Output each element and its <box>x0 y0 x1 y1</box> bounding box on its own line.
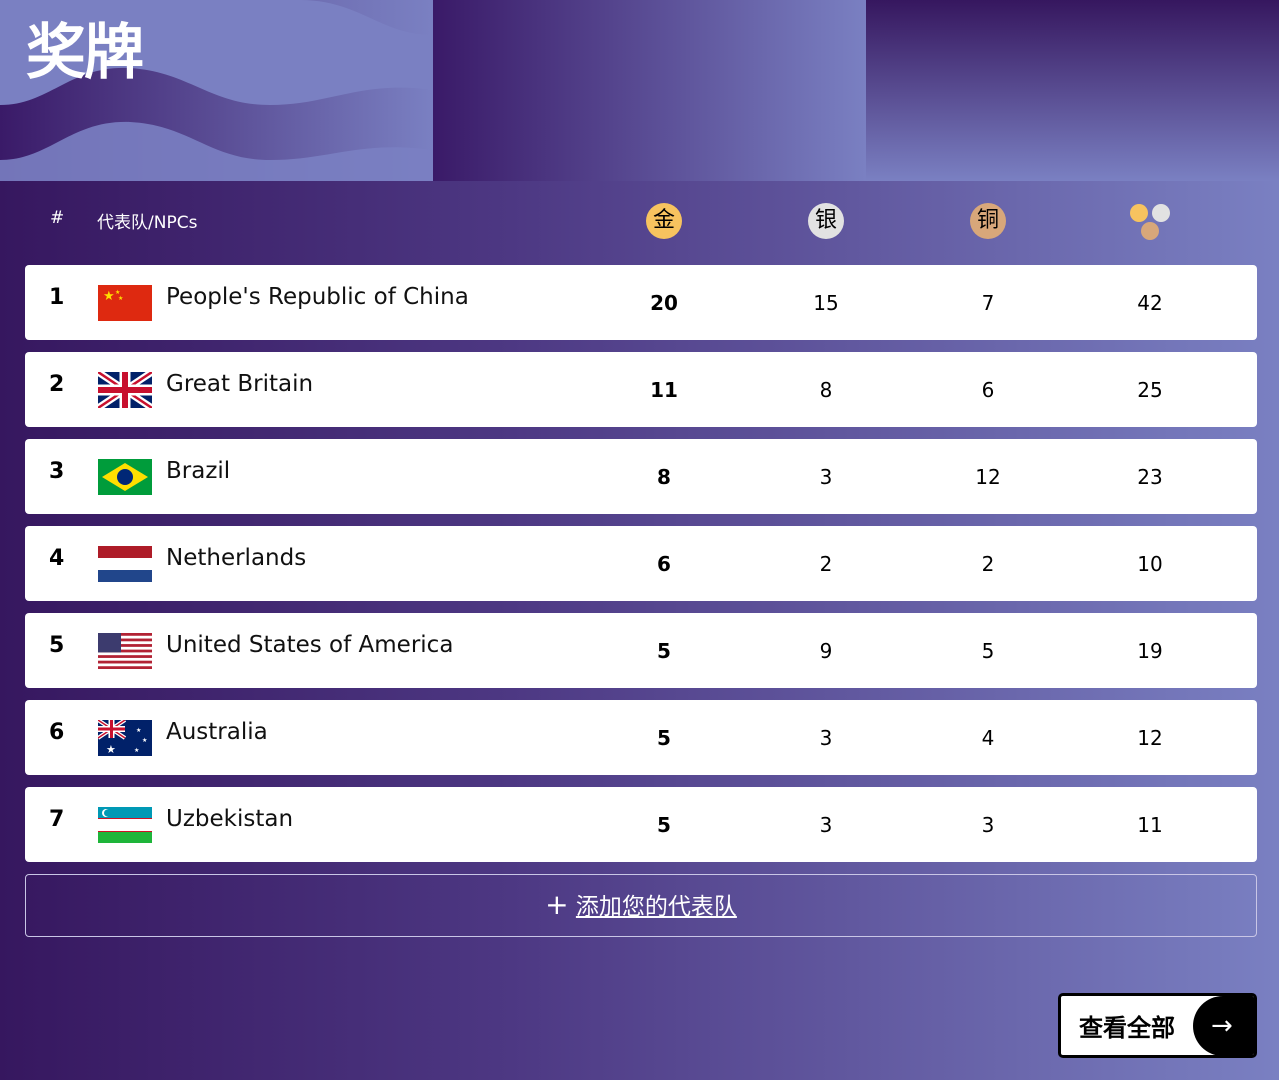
bronze-count: 12 <box>975 465 1001 489</box>
flag-netherlands-icon <box>98 546 152 582</box>
gold-count: 11 <box>650 378 678 402</box>
bronze-medal-icon: 铜 <box>970 203 1006 239</box>
flag-great-britain-icon <box>98 372 152 408</box>
gold-count: 6 <box>657 552 671 576</box>
arrow-right-icon: → <box>1193 996 1254 1055</box>
rank: 2 <box>49 372 65 397</box>
svg-text:★: ★ <box>142 737 147 744</box>
rank: 6 <box>49 720 65 745</box>
total-count: 25 <box>1137 378 1163 402</box>
silver-count: 2 <box>819 552 833 576</box>
plus-icon: + <box>545 888 569 921</box>
silver-medal-icon: 银 <box>808 203 844 239</box>
gold-count: 8 <box>657 465 671 489</box>
svg-text:★: ★ <box>118 295 123 302</box>
total-count: 11 <box>1137 813 1163 837</box>
gold-count: 5 <box>657 726 671 750</box>
total-count: 42 <box>1137 291 1163 315</box>
table-row[interactable]: 5 United States of America 5 9 5 19 <box>25 613 1257 688</box>
bronze-count: 5 <box>981 639 995 663</box>
team-name: People's Republic of China <box>166 284 469 310</box>
bronze-count: 3 <box>981 813 995 837</box>
flag-china-icon: ★ ★★ <box>98 285 152 321</box>
table-row[interactable]: 2 Great Britain 11 8 6 25 <box>25 352 1257 427</box>
page-title: 奖牌 <box>26 18 144 88</box>
total-count: 23 <box>1137 465 1163 489</box>
flag-usa-icon <box>98 633 152 669</box>
rank: 5 <box>49 633 65 658</box>
bronze-count: 2 <box>981 552 995 576</box>
flag-brazil-icon <box>98 459 152 495</box>
gold-count: 5 <box>657 813 671 837</box>
bronze-count: 6 <box>981 378 995 402</box>
silver-count: 3 <box>819 726 833 750</box>
table-row[interactable]: 4 Netherlands 6 2 2 10 <box>25 526 1257 601</box>
table-row[interactable]: 6 ★ ★ ★ ★ Australia 5 3 4 12 <box>25 700 1257 775</box>
gold-count: 20 <box>650 291 678 315</box>
total-count: 12 <box>1137 726 1163 750</box>
rank-header: # <box>50 208 65 228</box>
banner-wave-panel: 奖牌 <box>0 0 433 181</box>
team-header: 代表队/NPCs <box>97 213 198 233</box>
team-name: Australia <box>166 719 268 745</box>
view-all-button[interactable]: 查看全部 → <box>1058 993 1257 1058</box>
team-name: Great Britain <box>166 371 314 397</box>
rank: 1 <box>49 285 65 310</box>
add-team-button[interactable]: + 添加您的代表队 <box>25 874 1257 937</box>
flag-australia-icon: ★★★★ <box>98 720 152 756</box>
table-row[interactable]: 1 ★ ★ ★ People's Republic of China 20 15 7… <box>25 265 1257 340</box>
silver-count: 8 <box>819 378 833 402</box>
gold-medal-icon: 金 <box>646 203 682 239</box>
total-medals-icon <box>1130 204 1174 244</box>
bronze-count: 4 <box>981 726 995 750</box>
total-count: 19 <box>1137 639 1163 663</box>
silver-count: 3 <box>819 813 833 837</box>
svg-text:★: ★ <box>115 289 120 296</box>
gold-count: 5 <box>657 639 671 663</box>
team-name: Uzbekistan <box>166 806 294 832</box>
flag-uzbekistan-icon <box>98 807 152 843</box>
silver-count: 15 <box>813 291 839 315</box>
team-name: United States of America <box>166 632 454 658</box>
rank: 4 <box>49 546 65 571</box>
total-count: 10 <box>1137 552 1163 576</box>
rank: 7 <box>49 807 65 832</box>
svg-text:★: ★ <box>136 727 141 734</box>
silver-count: 3 <box>819 465 833 489</box>
svg-text:★: ★ <box>106 743 116 756</box>
silver-count: 9 <box>819 639 833 663</box>
team-name: Brazil <box>166 458 231 484</box>
table-row[interactable]: 7 Uzbekistan 5 3 3 11 <box>25 787 1257 862</box>
banner-gradient-panel <box>866 0 1279 181</box>
rank: 3 <box>49 459 65 484</box>
banner-gradient-panel <box>433 0 866 181</box>
team-name: Netherlands <box>166 545 307 571</box>
add-team-label: 添加您的代表队 <box>575 894 737 920</box>
table-row[interactable]: 3 Brazil 8 3 12 23 <box>25 439 1257 514</box>
svg-text:★: ★ <box>103 289 115 304</box>
svg-text:★: ★ <box>134 747 139 754</box>
bronze-count: 7 <box>981 291 995 315</box>
view-all-label: 查看全部 <box>1079 1014 1175 1042</box>
